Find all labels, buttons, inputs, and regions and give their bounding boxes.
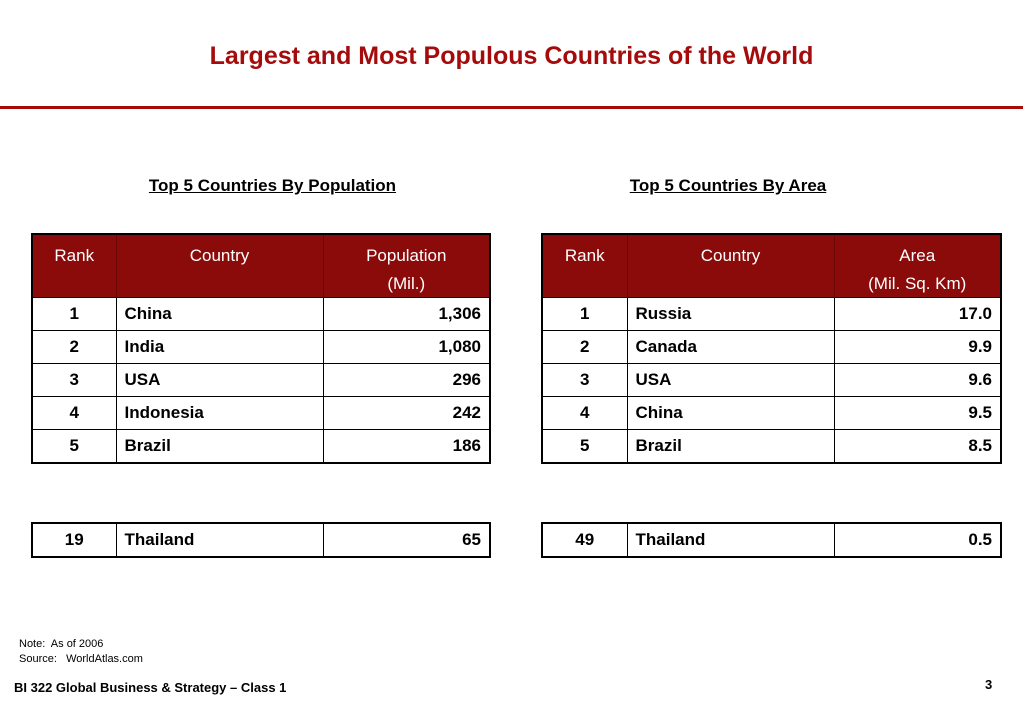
rank-cell: 3: [541, 363, 628, 397]
area-cell: 9.6: [833, 363, 1002, 397]
population-header-row: Rank Country Population (Mil.): [32, 234, 490, 298]
country-cell: Thailand: [626, 522, 835, 558]
rank-cell: 2: [541, 330, 628, 364]
table-row: 4 Indonesia 242: [31, 396, 491, 430]
table-row: 3 USA 296: [31, 363, 491, 397]
population-heading: Top 5 Countries By Population: [148, 176, 397, 195]
rank-cell: 4: [31, 396, 117, 430]
rank-header: Rank: [542, 234, 628, 298]
population-header: Population (Mil.): [323, 234, 490, 298]
country-cell: Brazil: [626, 429, 835, 464]
country-cell: Russia: [626, 297, 835, 331]
country-header: Country: [627, 234, 835, 298]
area-cell: 9.9: [833, 330, 1002, 364]
title-divider: [0, 106, 1023, 109]
table-row: 2 India 1,080: [31, 330, 491, 364]
area-header-line1: Area: [899, 246, 936, 265]
country-cell: India: [115, 330, 324, 364]
country-cell: China: [115, 297, 324, 331]
table-row: 3 USA 9.6: [541, 363, 1002, 397]
area-header: Area (Mil. Sq. Km): [834, 234, 1001, 298]
rank-cell: 1: [541, 297, 628, 331]
country-header: Country: [116, 234, 324, 298]
population-extra-table: 19 Thailand 65: [31, 522, 491, 558]
country-cell: Thailand: [115, 522, 324, 558]
country-cell: Brazil: [115, 429, 324, 464]
area-heading: Top 5 Countries By Area: [629, 176, 827, 195]
rank-cell: 5: [31, 429, 117, 464]
footer-text: BI 322 Global Business & Strategy – Clas…: [14, 680, 287, 695]
population-header-line1: Population: [366, 246, 447, 265]
rank-cell: 19: [31, 522, 117, 558]
rank-cell: 3: [31, 363, 117, 397]
country-cell: China: [626, 396, 835, 430]
area-table: Rank Country Area (Mil. Sq. Km) 1 Russia…: [541, 233, 1002, 464]
rank-cell: 49: [541, 522, 628, 558]
table-row: 4 China 9.5: [541, 396, 1002, 430]
page-number: 3: [985, 677, 993, 692]
table-row: 1 China 1,306: [31, 297, 491, 331]
rank-cell: 2: [31, 330, 117, 364]
population-cell: 242: [322, 396, 491, 430]
rank-header: Rank: [32, 234, 117, 298]
source-line: Source: WorldAtlas.com: [19, 653, 143, 665]
table-row: 1 Russia 17.0: [541, 297, 1002, 331]
area-header-row: Rank Country Area (Mil. Sq. Km): [542, 234, 1001, 298]
rank-cell: 4: [541, 396, 628, 430]
area-extra-table: 49 Thailand 0.5: [541, 522, 1002, 558]
area-cell: 9.5: [833, 396, 1002, 430]
table-row: 5 Brazil 8.5: [541, 429, 1002, 464]
population-cell: 1,306: [322, 297, 491, 331]
area-header-line2: (Mil. Sq. Km): [868, 274, 967, 293]
table-row: 19 Thailand 65: [31, 522, 491, 558]
area-cell: 17.0: [833, 297, 1002, 331]
area-cell: 8.5: [833, 429, 1002, 464]
country-cell: USA: [115, 363, 324, 397]
population-cell: 296: [322, 363, 491, 397]
table-row: 2 Canada 9.9: [541, 330, 1002, 364]
rank-cell: 5: [541, 429, 628, 464]
table-row: 49 Thailand 0.5: [541, 522, 1002, 558]
source-note: Note: As of 2006 Source: WorldAtlas.com: [19, 637, 143, 667]
rank-cell: 1: [31, 297, 117, 331]
population-table: Rank Country Population (Mil.) 1 China 1…: [31, 233, 491, 464]
country-cell: Canada: [626, 330, 835, 364]
page-title: Largest and Most Populous Countries of t…: [209, 42, 814, 70]
area-cell: 0.5: [833, 522, 1002, 558]
population-cell: 1,080: [322, 330, 491, 364]
country-cell: USA: [626, 363, 835, 397]
note-line: Note: As of 2006: [19, 638, 104, 650]
country-cell: Indonesia: [115, 396, 324, 430]
population-cell: 186: [322, 429, 491, 464]
population-header-line2: (Mil.): [387, 274, 426, 293]
table-row: 5 Brazil 186: [31, 429, 491, 464]
population-cell: 65: [322, 522, 491, 558]
